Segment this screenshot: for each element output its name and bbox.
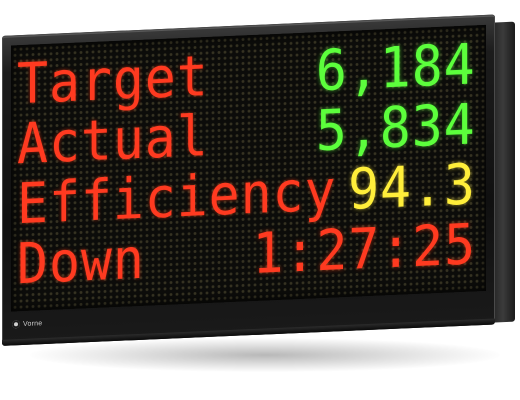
down-label: Down: [17, 232, 145, 294]
actual-label: Actual: [17, 109, 209, 173]
actual-value: 5,834: [316, 97, 476, 160]
brand-name: Vorne: [23, 320, 42, 328]
brand-badge: Vorne: [12, 316, 42, 331]
led-matrix-screen: Target 6,184 Actual 5,834 Efficiency 94.…: [11, 25, 486, 312]
brand-logo-icon: [12, 320, 20, 328]
down-value: 1:27:25: [252, 217, 476, 283]
cabinet-side: [495, 22, 515, 323]
target-value: 6,184: [316, 37, 476, 100]
efficiency-value: 94.3: [348, 157, 476, 219]
target-label: Target: [17, 49, 209, 113]
